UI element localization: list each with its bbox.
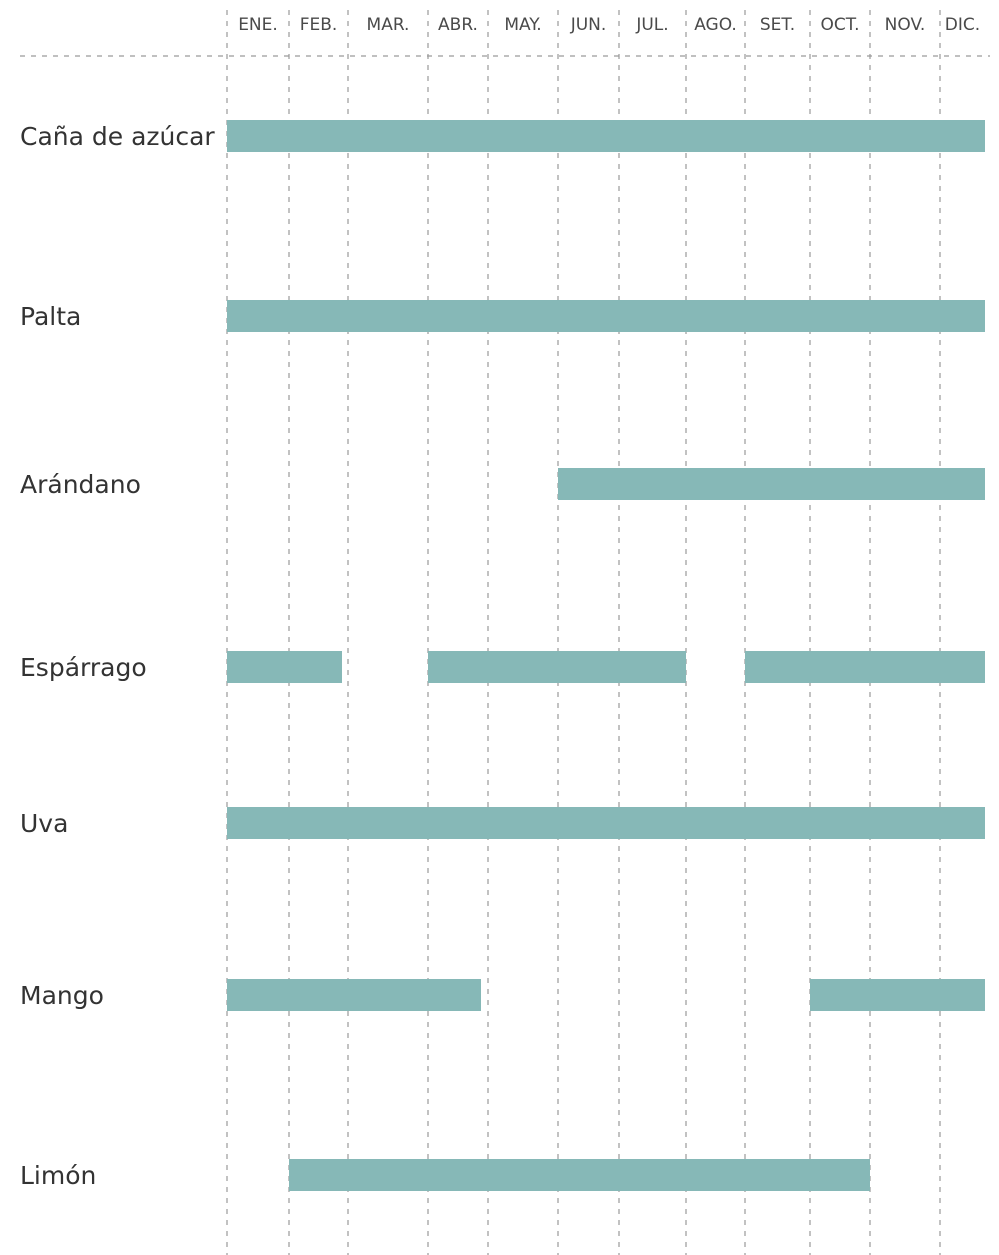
crop-label: Limón	[20, 1161, 96, 1190]
harvest-bar	[428, 651, 686, 683]
crop-labels: Caña de azúcar Palta Arándano Espárrago Uva M…	[20, 122, 215, 1190]
month-label: MAY.	[504, 15, 541, 35]
harvest-bar	[227, 300, 985, 332]
crop-label: Uva	[20, 809, 68, 838]
month-label: ABR.	[438, 15, 478, 35]
month-label: DIC.	[945, 15, 980, 35]
harvest-bar	[227, 979, 481, 1011]
month-label: JUL.	[635, 15, 668, 35]
harvest-bar	[227, 120, 985, 152]
harvest-bar	[558, 468, 985, 500]
month-label: SET.	[760, 15, 795, 35]
month-label: FEB.	[300, 15, 338, 35]
harvest-bar	[227, 807, 985, 839]
month-label: JUN.	[570, 15, 607, 35]
crop-label: Mango	[20, 981, 104, 1010]
month-label: OCT.	[820, 15, 859, 35]
month-label: NOV.	[885, 15, 926, 35]
month-axis-labels: ENE. FEB. MAR. ABR. MAY. JUN. JUL. AGO. SET. OCT.…	[238, 15, 980, 35]
crop-label: Espárrago	[20, 653, 147, 682]
crop-label: Caña de azúcar	[20, 122, 215, 151]
crop-label: Arándano	[20, 470, 141, 499]
month-label: AGO.	[694, 15, 737, 35]
harvest-bar	[810, 979, 985, 1011]
harvest-bar	[289, 1159, 870, 1191]
harvest-bar	[227, 651, 342, 683]
grid-lines	[20, 10, 990, 1255]
month-label: MAR.	[367, 15, 410, 35]
harvest-bars	[227, 120, 985, 1191]
crop-label: Palta	[20, 302, 81, 331]
month-label: ENE.	[238, 15, 278, 35]
harvest-bar	[745, 651, 985, 683]
